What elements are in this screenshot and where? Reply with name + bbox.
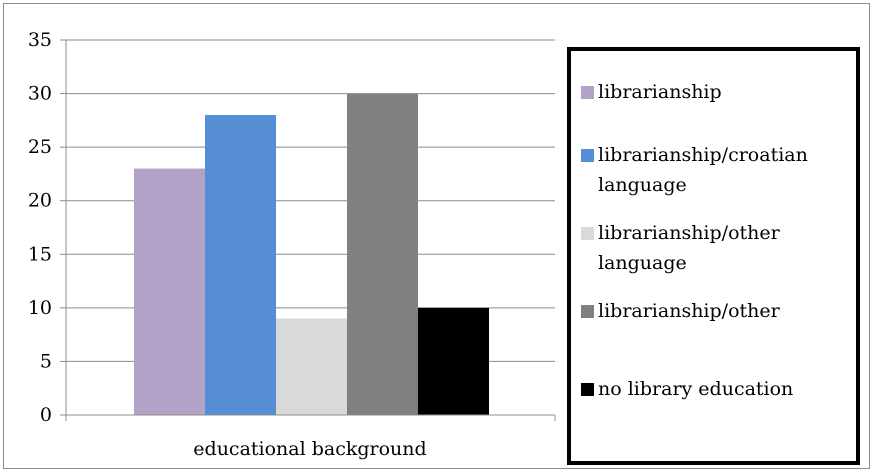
bar-librarianship-other [347, 93, 418, 416]
legend-item-no-library-education: no library education [581, 374, 853, 404]
y-tick-label: 5 [40, 350, 52, 372]
y-tick-labels: 0 5 10 15 20 25 30 35 [28, 29, 556, 426]
legend-swatch [581, 149, 594, 162]
y-tick-label: 35 [28, 29, 52, 51]
bar-librarianship [134, 168, 205, 415]
legend-item-librarianship-croatian: librarianship/croatian language [581, 140, 853, 200]
y-tick-label: 0 [40, 404, 52, 426]
legend-label: librarianship [598, 81, 722, 103]
y-tick-label: 20 [28, 190, 52, 212]
legend-label: librarianship/other language [598, 222, 780, 274]
y-tick-label: 10 [28, 297, 52, 319]
legend-swatch [581, 305, 594, 318]
legend-label: librarianship/other [598, 300, 780, 322]
y-tick-label: 15 [28, 243, 52, 265]
legend-swatch [581, 227, 594, 240]
axes [65, 40, 555, 416]
legend-swatch [581, 383, 594, 396]
x-category-label: educational background [193, 438, 426, 460]
legend-item-librarianship-other-language: librarianship/other language [581, 218, 853, 278]
legend-swatch [581, 86, 594, 99]
legend: librarianship librarianship/croatian lan… [567, 47, 860, 465]
legend-label: no library education [598, 378, 794, 400]
y-tick-label: 30 [28, 83, 52, 105]
bar-no-library-education [418, 307, 489, 415]
bar-librarianship-other-language [276, 318, 347, 415]
bar-librarianship-croatian-language [205, 115, 276, 415]
legend-label: librarianship/croatian language [598, 144, 808, 196]
legend-item-librarianship: librarianship [581, 77, 853, 107]
legend-item-librarianship-other: librarianship/other [581, 296, 853, 326]
y-tick-label: 25 [28, 136, 52, 158]
bars [134, 93, 489, 416]
